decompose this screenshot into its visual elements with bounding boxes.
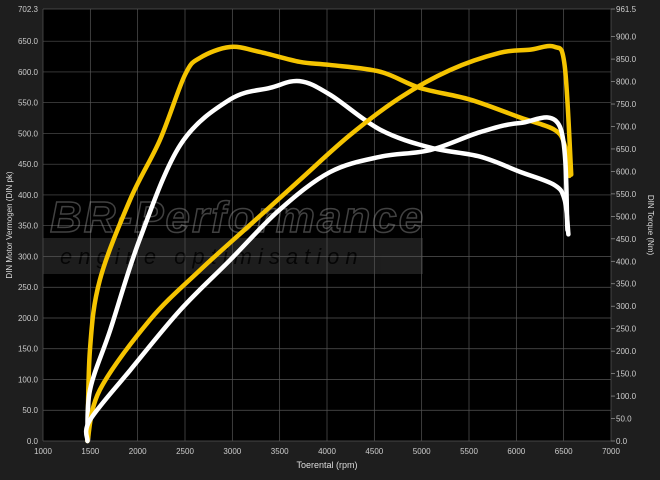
x-axis-label: Toerental (rpm) — [296, 460, 357, 470]
watermark-logo: BR-Performance engine optimisation — [43, 192, 424, 274]
y-axis-left-label: DIN Motor Vermogen (DIN pk) — [5, 171, 14, 278]
y-right-tick-label: 0.0 — [616, 437, 628, 446]
y-right-tick-label: 300.0 — [616, 302, 637, 311]
y-right-tick-label: 550.0 — [616, 190, 637, 199]
x-tick-label: 6000 — [507, 447, 525, 456]
x-tick-label: 4500 — [365, 447, 383, 456]
y-left-tick-label: 500.0 — [18, 129, 39, 138]
x-tick-label: 7000 — [602, 447, 620, 456]
power-series-line-3 — [83, 115, 570, 444]
y-left-tick-label: 350.0 — [18, 222, 39, 231]
y-right-tick-label: 650.0 — [616, 145, 637, 154]
y-right-tick-label: 900.0 — [616, 33, 637, 42]
y-left-tick-label: 550.0 — [18, 99, 39, 108]
axes: 1000 1500 2000 2500 3000 3500 4000 4500 5000 5500… — [18, 5, 637, 456]
x-tick-label: 6500 — [555, 447, 573, 456]
y-left-tick-label: 150.0 — [18, 345, 39, 354]
x-tick-label: 3000 — [223, 447, 241, 456]
y-left-tick-label: 200.0 — [18, 314, 39, 323]
y-right-tick-label: 850.0 — [616, 55, 637, 64]
x-tick-label: 5000 — [413, 447, 431, 456]
y-left-tick-label: 400.0 — [18, 191, 39, 200]
x-tick-label: 2500 — [176, 447, 194, 456]
y-left-tick-label: 250.0 — [18, 283, 39, 292]
x-tick-label: 2000 — [129, 447, 147, 456]
y-right-tick-label: 961.5 — [616, 5, 637, 14]
grid — [42, 8, 612, 442]
power-series-line-2 — [85, 43, 574, 444]
y-right-tick-label: 350.0 — [616, 280, 637, 289]
y-left-tick-label: 600.0 — [18, 68, 39, 77]
y-left-tick-label: 0.0 — [27, 437, 39, 446]
x-tick-label: 1000 — [34, 447, 52, 456]
y-right-tick-label: 750.0 — [616, 100, 637, 109]
y-right-tick-label: 700.0 — [616, 122, 637, 131]
x-tick-label: 4000 — [318, 447, 336, 456]
torque-series-line-1 — [85, 78, 571, 444]
x-tick-label: 3500 — [271, 447, 289, 456]
y-left-tick-label: 300.0 — [18, 252, 39, 261]
y-axis-right-label: DIN Torque (Nm) — [646, 195, 655, 256]
y-left-tick-label: 650.0 — [18, 37, 39, 46]
y-left-tick-label: 100.0 — [18, 375, 39, 384]
x-tick-label: 1500 — [81, 447, 99, 456]
y-right-tick-label: 150.0 — [616, 370, 637, 379]
y-right-tick-label: 50.0 — [616, 415, 632, 424]
y-right-tick-label: 100.0 — [616, 392, 637, 401]
y-right-tick-label: 250.0 — [616, 325, 637, 334]
y-right-tick-label: 450.0 — [616, 235, 637, 244]
y-right-tick-label: 400.0 — [616, 257, 637, 266]
y-left-tick-label: 450.0 — [18, 160, 39, 169]
y-right-tick-label: 600.0 — [616, 167, 637, 176]
y-right-tick-label: 800.0 — [616, 78, 637, 87]
x-tick-label: 5500 — [460, 447, 478, 456]
y-right-tick-label: 200.0 — [616, 347, 637, 356]
y-right-tick-label: 500.0 — [616, 212, 637, 221]
torque-series-line-0 — [85, 44, 572, 444]
y-left-tick-label: 702.3 — [18, 5, 39, 14]
series-lines — [83, 43, 574, 444]
y-left-tick-label: 50.0 — [22, 406, 38, 415]
